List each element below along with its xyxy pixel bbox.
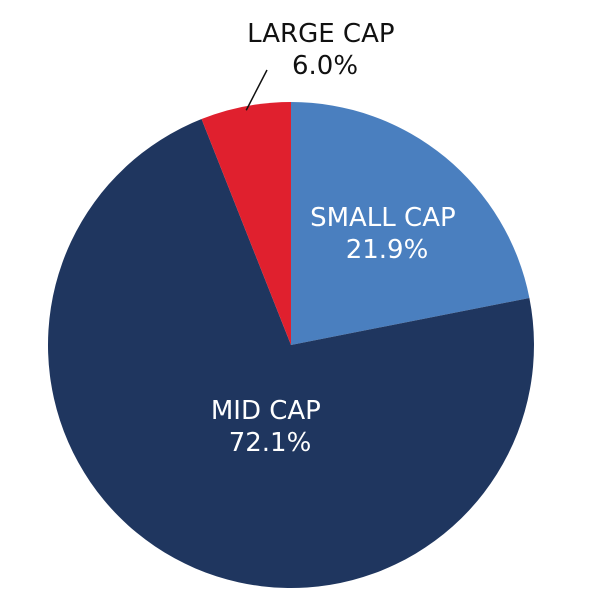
pie-slices bbox=[47, 102, 534, 588]
pie-slice-mid-cap bbox=[47, 119, 534, 588]
slice-label-mid-cap: MID CAP 72.1% bbox=[211, 396, 329, 458]
slice-label-large-cap: LARGE CAP 6.0% bbox=[247, 19, 403, 81]
slice-value-large-cap: 6.0% bbox=[292, 51, 358, 81]
slice-value-mid-cap: 72.1% bbox=[229, 428, 312, 458]
leader-lines bbox=[245, 69, 268, 111]
leader-line-large-cap bbox=[245, 69, 268, 111]
slice-label-small-cap: SMALL CAP 21.9% bbox=[310, 203, 464, 265]
pie-slice-large-cap bbox=[201, 102, 291, 345]
slice-value-small-cap: 21.9% bbox=[346, 235, 429, 265]
pie-slice-small-cap bbox=[291, 102, 530, 345]
slice-name-large-cap: LARGE CAP bbox=[247, 19, 394, 49]
slice-name-mid-cap: MID CAP bbox=[211, 396, 321, 426]
slice-name-small-cap: SMALL CAP bbox=[310, 203, 456, 233]
